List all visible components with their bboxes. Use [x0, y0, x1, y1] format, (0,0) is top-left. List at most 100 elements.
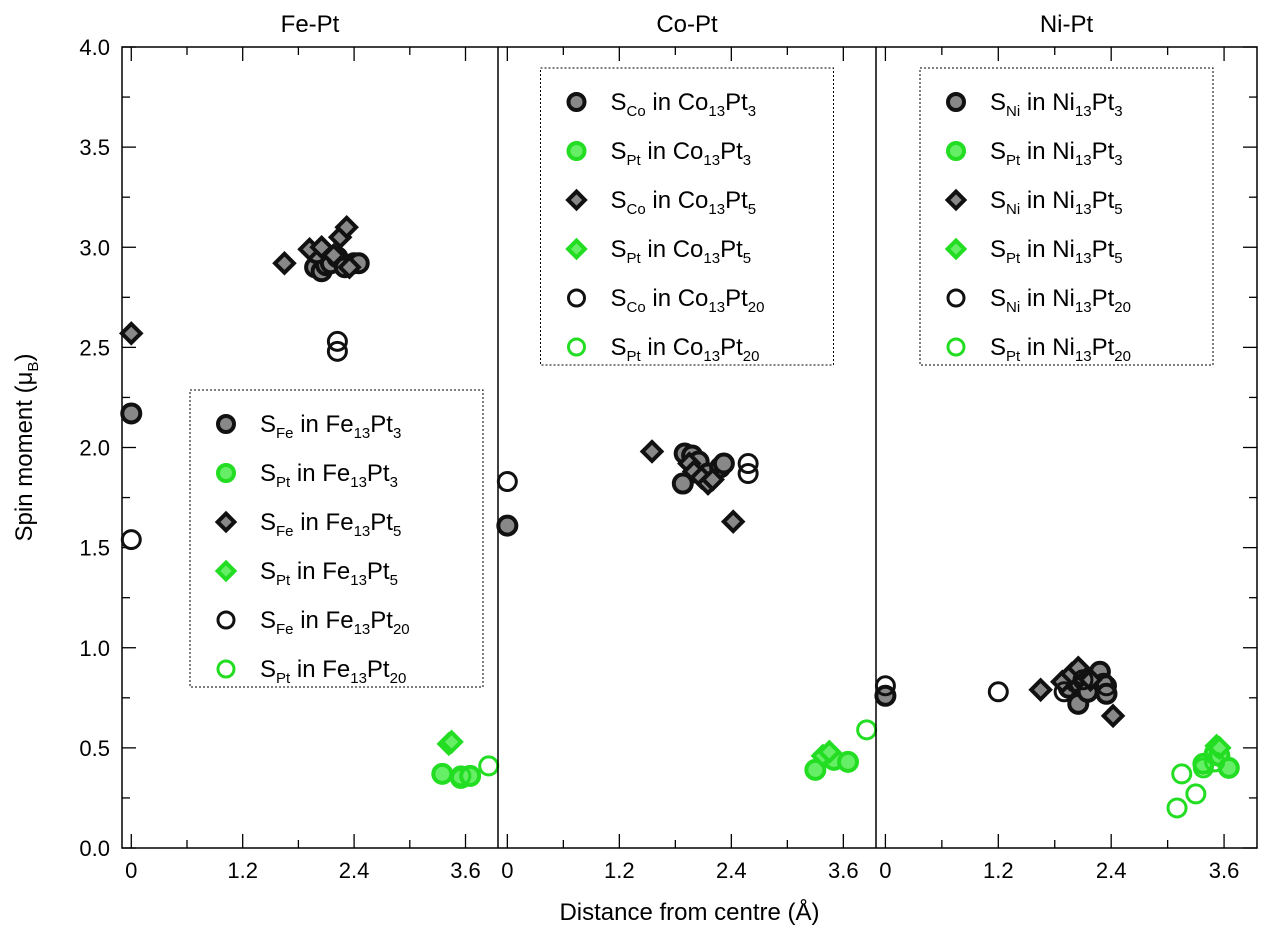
legend-text-sub: 5: [748, 201, 756, 218]
x-tick-label: 0: [879, 858, 891, 883]
legend-text-mid: in Co: [646, 187, 709, 214]
legend-text-mid: in Ni: [1020, 187, 1075, 214]
y-tick-label: 4.0: [79, 35, 110, 60]
panel-title: Ni-Pt: [1040, 11, 1094, 38]
y-tick-label: 3.0: [79, 235, 110, 260]
legend-text-mid: in Co: [646, 285, 709, 312]
legend-text-sub: Pt: [276, 474, 291, 491]
y-tick-label: 0.0: [79, 836, 110, 861]
x-tick-label: 2.4: [339, 858, 370, 883]
legend-text-sub: 20: [1114, 299, 1131, 316]
legend-entry: SPt in Fe13Pt5: [260, 558, 398, 589]
y-axis-title-main: Spin moment (μ: [11, 372, 38, 542]
legend-text-mid: in Fe: [290, 656, 350, 683]
panel-title: Fe-Pt: [281, 11, 340, 38]
data-point: [1065, 655, 1091, 681]
legend-text-sub: 5: [743, 250, 751, 267]
legend-text-pt: Pt: [720, 138, 743, 165]
legend-entry: SPt in Co13Pt20: [611, 334, 760, 365]
legend-entry: SPt in Fe13Pt3: [260, 460, 398, 491]
legend-text-sub: Pt: [1006, 152, 1021, 169]
y-tick-label: 1.0: [79, 636, 110, 661]
data-point: [272, 250, 297, 276]
legend-text-mid: in Fe: [294, 509, 354, 536]
data-point: [431, 762, 454, 785]
data-point: [720, 509, 746, 534]
legend-marker: [566, 141, 587, 161]
y-tick-label: 3.5: [79, 135, 110, 160]
panel-title: Co-Pt: [656, 11, 718, 38]
legend-marker: [944, 237, 968, 261]
x-tick-label: 1.2: [227, 858, 258, 883]
legend-text-pt: Pt: [1092, 334, 1115, 361]
legend-text-s: S: [611, 334, 627, 361]
x-axis-title: Distance from centre (Å): [559, 898, 819, 926]
legend-marker: [567, 337, 586, 357]
legend-text-pt: Pt: [367, 460, 390, 487]
data-point: [120, 529, 142, 551]
legend-text-s: S: [611, 138, 627, 165]
legend-entry: SNi in Ni13Pt3: [990, 89, 1123, 120]
legend-text-sub: 20: [393, 621, 410, 638]
x-tick-label: 3.6: [450, 858, 481, 883]
legend-text-sub: 5: [390, 572, 398, 589]
x-tick-label: 3.6: [828, 858, 859, 883]
legend-marker: [567, 288, 586, 308]
legend-marker: [214, 559, 238, 583]
data-point: [874, 675, 896, 697]
legend-text-sub: 3: [1114, 103, 1122, 120]
data-point: [837, 750, 859, 773]
data-point: [119, 321, 144, 346]
legend-box: [540, 67, 834, 366]
data-point: [337, 254, 362, 280]
x-tick-label: 1.2: [604, 858, 635, 883]
data-point: [1192, 757, 1214, 779]
legend-text-sub: Pt: [627, 152, 642, 169]
legend-text-s: S: [260, 558, 276, 585]
data-point: [671, 472, 694, 495]
legend-box: [189, 389, 484, 688]
legend-text-sub: Co: [627, 299, 646, 316]
legend-text-sub: 13: [354, 523, 371, 540]
legend-text-sub: 3: [393, 425, 401, 442]
data-point: [1185, 783, 1207, 805]
legend-text-mid: in Co: [646, 89, 709, 116]
legend-entry: SCo in Co13Pt5: [611, 187, 757, 218]
legend-text-s: S: [611, 187, 627, 214]
legend-text-s: S: [990, 334, 1006, 361]
legend-text-sub: Pt: [627, 250, 642, 267]
legend-text-sub: 13: [703, 250, 720, 267]
legend-marker: [216, 610, 236, 630]
legend-text-sub: Pt: [627, 348, 642, 365]
legend-text-sub: 13: [350, 572, 367, 589]
legend-text-sub: Pt: [276, 670, 291, 687]
data-point: [439, 729, 464, 755]
y-tick-label: 0.5: [79, 736, 110, 761]
legend-text-sub: 5: [1114, 201, 1122, 218]
legend-text-sub: 3: [748, 103, 756, 120]
legend-text-s: S: [611, 236, 627, 263]
legend-text-s: S: [990, 187, 1006, 214]
legend-text-mid: in Ni: [1020, 236, 1075, 263]
legend-text-pt: Pt: [720, 334, 743, 361]
legend-marker: [565, 188, 588, 212]
legend-marker: [216, 463, 236, 483]
data-point: [1204, 751, 1226, 773]
legend-text-sub: Ni: [1006, 299, 1020, 316]
data-point: [737, 453, 759, 475]
legend-text-sub: 13: [1075, 348, 1092, 365]
legend-text-mid: in Fe: [290, 460, 350, 487]
legend-text-sub: Fe: [276, 425, 294, 442]
x-tick-label: 1.2: [983, 858, 1014, 883]
data-point: [450, 765, 472, 787]
legend-text-s: S: [260, 656, 276, 683]
legend-text-sub: 13: [1075, 103, 1092, 120]
data-point: [1095, 675, 1117, 697]
legend-entry: SPt in Ni13Pt5: [990, 236, 1123, 267]
legend-text-mid: in Co: [641, 236, 704, 263]
data-point: [639, 439, 665, 464]
y-axis-title: Spin moment (μB): [11, 354, 42, 542]
